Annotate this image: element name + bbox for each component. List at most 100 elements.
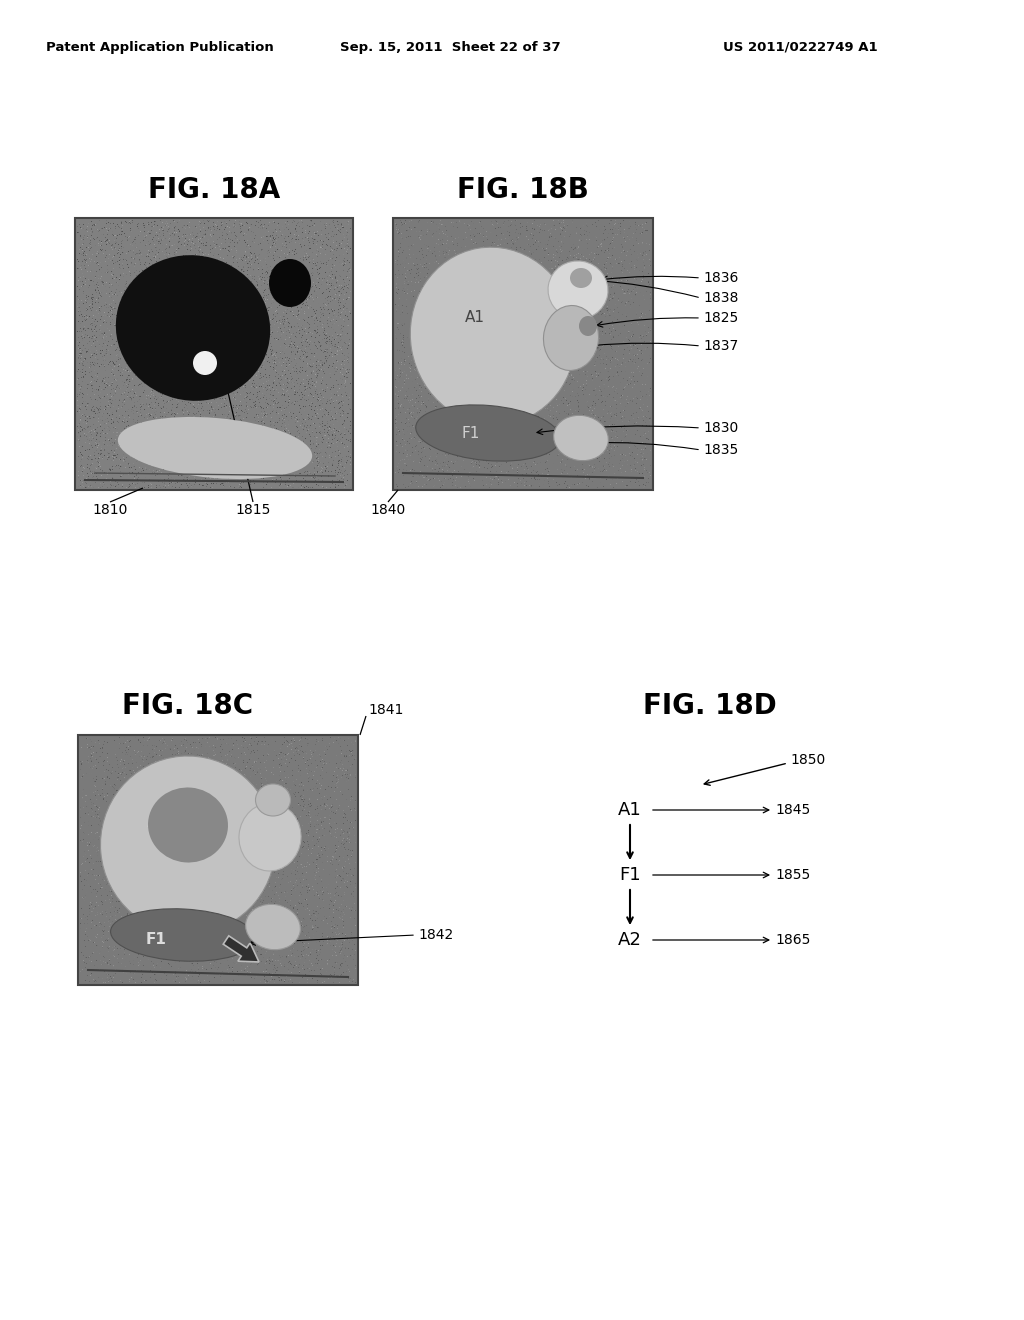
- Point: [104, 896, 121, 917]
- Point: [83, 341, 99, 362]
- Point: [92, 305, 109, 326]
- Point: [84, 220, 100, 242]
- Point: [97, 396, 114, 417]
- Point: [467, 259, 483, 280]
- Point: [464, 381, 480, 403]
- Point: [207, 447, 223, 469]
- Point: [399, 459, 416, 480]
- Point: [195, 434, 211, 455]
- Point: [144, 321, 161, 342]
- Point: [119, 771, 135, 792]
- Point: [424, 243, 440, 264]
- Point: [125, 809, 141, 830]
- Point: [318, 432, 335, 453]
- Point: [156, 379, 172, 400]
- Point: [231, 422, 248, 444]
- Point: [165, 210, 181, 231]
- Point: [241, 356, 257, 378]
- Point: [460, 223, 476, 244]
- Point: [110, 240, 126, 261]
- Point: [474, 436, 490, 457]
- Point: [252, 315, 268, 337]
- Point: [267, 240, 284, 261]
- Point: [100, 261, 117, 282]
- Point: [77, 803, 93, 824]
- Point: [82, 430, 98, 451]
- Point: [529, 326, 546, 347]
- Point: [519, 429, 536, 450]
- Point: [136, 880, 153, 902]
- Point: [291, 451, 307, 473]
- Point: [175, 933, 191, 954]
- Point: [290, 420, 306, 441]
- Point: [202, 755, 218, 776]
- Point: [247, 401, 263, 422]
- Point: [324, 956, 340, 977]
- Point: [599, 388, 615, 409]
- Point: [275, 420, 292, 441]
- Point: [111, 242, 127, 263]
- Point: [191, 880, 208, 902]
- Point: [143, 327, 160, 348]
- Point: [122, 446, 138, 467]
- Point: [267, 352, 284, 374]
- Point: [328, 861, 344, 882]
- Point: [296, 330, 312, 351]
- Point: [397, 282, 414, 304]
- Point: [71, 251, 87, 272]
- Point: [174, 407, 190, 428]
- Point: [222, 857, 239, 878]
- Point: [71, 347, 87, 368]
- Point: [96, 272, 113, 293]
- Point: [87, 470, 103, 491]
- Point: [289, 438, 305, 459]
- Point: [279, 297, 295, 318]
- Point: [634, 214, 650, 235]
- Point: [512, 345, 528, 366]
- Point: [227, 416, 244, 437]
- Point: [430, 228, 446, 249]
- Point: [593, 469, 609, 490]
- Point: [86, 759, 102, 780]
- Point: [110, 422, 126, 444]
- Point: [312, 942, 329, 964]
- Point: [300, 399, 316, 420]
- Point: [329, 430, 345, 451]
- Point: [337, 376, 353, 397]
- Point: [233, 268, 250, 289]
- Point: [205, 780, 221, 801]
- Point: [276, 317, 293, 338]
- Point: [127, 327, 143, 348]
- Point: [425, 418, 441, 440]
- Point: [462, 462, 478, 483]
- Point: [201, 814, 217, 836]
- Point: [190, 417, 207, 438]
- Point: [216, 906, 232, 927]
- Point: [302, 957, 318, 978]
- Point: [479, 272, 496, 293]
- Point: [593, 313, 609, 334]
- Point: [156, 760, 172, 781]
- Point: [218, 887, 234, 908]
- Point: [135, 953, 152, 974]
- Point: [179, 236, 196, 257]
- Point: [608, 272, 625, 293]
- Point: [215, 832, 231, 853]
- Point: [329, 385, 345, 407]
- Point: [274, 312, 291, 333]
- Point: [336, 746, 352, 767]
- Point: [131, 356, 147, 378]
- Point: [272, 267, 289, 288]
- Point: [326, 387, 342, 408]
- Point: [552, 438, 568, 459]
- Point: [172, 385, 188, 407]
- Point: [158, 248, 174, 269]
- Point: [109, 919, 125, 940]
- Point: [96, 317, 113, 338]
- Point: [142, 259, 159, 280]
- Point: [339, 760, 355, 781]
- Point: [470, 458, 486, 479]
- Point: [72, 348, 88, 370]
- Point: [290, 459, 306, 480]
- Point: [412, 238, 428, 259]
